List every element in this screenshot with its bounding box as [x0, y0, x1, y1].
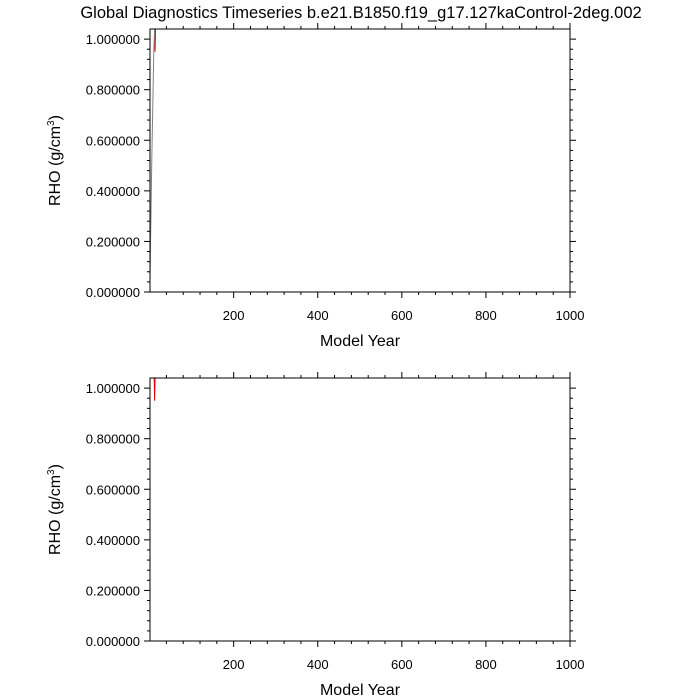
bottom-y-axis-title-superscript: 3 — [46, 469, 57, 475]
bottom-x-tick-label-800: 800 — [475, 657, 497, 672]
top-x-axis-title: Model Year — [320, 333, 401, 350]
top-x-tick-label-400: 400 — [307, 308, 329, 323]
bottom-y-axis-title: RHO (g/cm3) — [46, 464, 64, 555]
top-x-tick-label-600: 600 — [391, 308, 413, 323]
bottom-y-axis-title-main: RHO (g/cm — [47, 475, 64, 555]
bottom-y-tick-label-2: 0.400000 — [86, 533, 140, 548]
bottom-series-layer — [153, 377, 570, 401]
bottom-x-tick-label-200: 200 — [223, 657, 245, 672]
bottom-series-line-0 — [153, 377, 570, 401]
bottom-y-tick-label-4: 0.800000 — [86, 432, 140, 447]
top-plot-frame — [149, 28, 571, 293]
bottom-y-tick-label-1: 0.200000 — [86, 583, 140, 598]
top-series-line-1 — [149, 28, 570, 280]
bottom-plot-frame — [149, 377, 571, 642]
top-tick-layer — [144, 23, 576, 298]
top-y-axis-title-suffix: ) — [47, 115, 64, 120]
top-y-tick-label-1: 0.200000 — [86, 234, 140, 249]
top-y-tick-label-5: 1.000000 — [86, 32, 140, 47]
top-y-axis-title: RHO (g/cm3) — [46, 115, 64, 206]
bottom-y-tick-label-5: 1.000000 — [86, 381, 140, 396]
bottom-x-tick-label-400: 400 — [307, 657, 329, 672]
top-series-line-0 — [154, 28, 570, 52]
top-panel: 200 400 600 800 1000 0.000000 0.200000 0.400000… — [46, 23, 584, 350]
top-y-axis-title-superscript: 3 — [46, 120, 57, 126]
bottom-x-tick-label-1000: 1000 — [556, 657, 585, 672]
top-label-layer: 200 400 600 800 1000 0.000000 0.200000 0.400000… — [86, 32, 585, 323]
bottom-y-axis-title-suffix: ) — [47, 464, 64, 469]
top-x-tick-label-200: 200 — [223, 308, 245, 323]
bottom-x-tick-label-600: 600 — [391, 657, 413, 672]
bottom-panel: 200 400 600 800 1000 0.000000 0.200000 0.400000… — [46, 372, 584, 699]
top-x-tick-label-800: 800 — [475, 308, 497, 323]
bottom-y-tick-label-3: 0.600000 — [86, 482, 140, 497]
top-y-tick-label-3: 0.600000 — [86, 133, 140, 148]
bottom-tick-layer — [144, 372, 576, 647]
top-series-layer — [149, 28, 570, 280]
top-y-tick-label-2: 0.400000 — [86, 184, 140, 199]
figure-title: Global Diagnostics Timeseries b.e21.B185… — [80, 4, 641, 22]
top-y-tick-label-4: 0.800000 — [86, 83, 140, 98]
bottom-x-axis-title: Model Year — [320, 682, 401, 699]
bottom-label-layer: 200 400 600 800 1000 0.000000 0.200000 0.400000… — [86, 381, 585, 672]
top-y-tick-label-0: 0.000000 — [86, 285, 140, 300]
bottom-y-tick-label-0: 0.000000 — [86, 634, 140, 649]
top-y-axis-title-main: RHO (g/cm — [47, 126, 64, 206]
top-x-tick-label-1000: 1000 — [556, 308, 585, 323]
